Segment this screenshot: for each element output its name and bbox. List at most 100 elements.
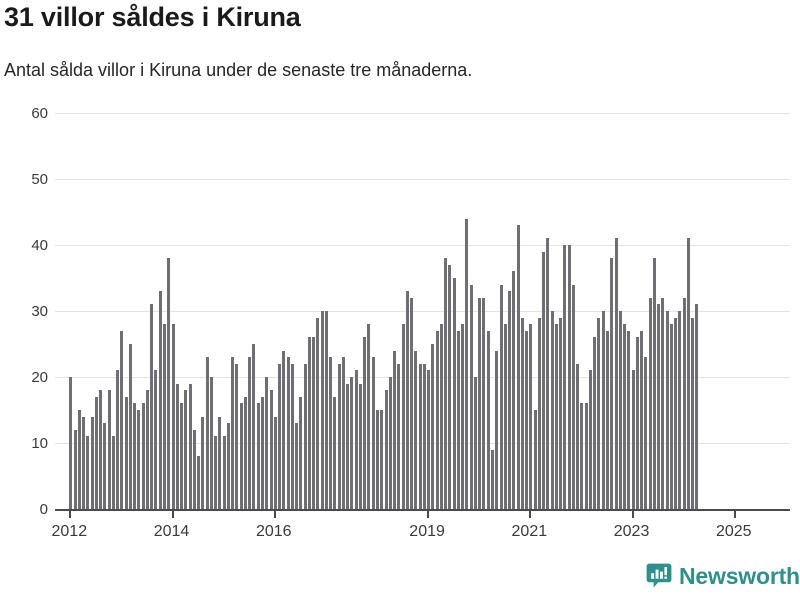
- bar[interactable]: [231, 357, 235, 509]
- bar[interactable]: [508, 291, 512, 509]
- bar[interactable]: [486, 330, 490, 509]
- bar[interactable]: [346, 383, 350, 509]
- bar[interactable]: [371, 357, 375, 509]
- bar[interactable]: [401, 324, 405, 509]
- bar[interactable]: [623, 324, 627, 509]
- bar[interactable]: [682, 297, 686, 509]
- bar[interactable]: [542, 251, 546, 509]
- bar[interactable]: [145, 390, 149, 509]
- bar[interactable]: [584, 403, 588, 509]
- bar[interactable]: [635, 337, 639, 509]
- bar[interactable]: [163, 324, 167, 509]
- bar[interactable]: [120, 330, 124, 509]
- bar[interactable]: [465, 218, 469, 509]
- bar[interactable]: [158, 291, 162, 509]
- bar[interactable]: [550, 311, 554, 509]
- bar[interactable]: [150, 304, 154, 509]
- bar[interactable]: [303, 363, 307, 509]
- bar[interactable]: [77, 410, 81, 509]
- bar[interactable]: [341, 357, 345, 509]
- bar[interactable]: [235, 363, 239, 509]
- bar[interactable]: [686, 238, 690, 509]
- bar[interactable]: [546, 238, 550, 509]
- bar[interactable]: [363, 337, 367, 509]
- bar[interactable]: [652, 258, 656, 509]
- bar[interactable]: [111, 436, 115, 509]
- newsworthy-logo[interactable]: Newsworthy: [646, 563, 800, 589]
- bar[interactable]: [444, 258, 448, 509]
- bar[interactable]: [154, 370, 158, 509]
- bar[interactable]: [320, 311, 324, 509]
- bar[interactable]: [559, 317, 563, 509]
- bar[interactable]: [448, 264, 452, 509]
- bar[interactable]: [482, 297, 486, 509]
- bar[interactable]: [618, 311, 622, 509]
- bar[interactable]: [180, 403, 184, 509]
- bar[interactable]: [648, 297, 652, 509]
- bar[interactable]: [380, 410, 384, 509]
- bar[interactable]: [605, 330, 609, 509]
- bar[interactable]: [222, 436, 226, 509]
- bar[interactable]: [324, 311, 328, 509]
- bar[interactable]: [669, 324, 673, 509]
- bar[interactable]: [427, 370, 431, 509]
- bar[interactable]: [418, 363, 422, 509]
- bar[interactable]: [248, 357, 252, 509]
- bar[interactable]: [567, 245, 571, 509]
- bar[interactable]: [337, 363, 341, 509]
- bar[interactable]: [384, 390, 388, 509]
- bar[interactable]: [103, 423, 107, 509]
- bar[interactable]: [197, 456, 201, 509]
- bar[interactable]: [243, 396, 247, 509]
- bar[interactable]: [124, 396, 128, 509]
- bar[interactable]: [691, 317, 695, 509]
- bar[interactable]: [316, 317, 320, 509]
- bar[interactable]: [226, 423, 230, 509]
- bar[interactable]: [329, 357, 333, 509]
- bar[interactable]: [661, 297, 665, 509]
- bar[interactable]: [537, 317, 541, 509]
- bar[interactable]: [128, 344, 132, 509]
- bar[interactable]: [209, 377, 213, 509]
- bar[interactable]: [99, 390, 103, 509]
- bar[interactable]: [214, 436, 218, 509]
- bar[interactable]: [529, 324, 533, 509]
- bar[interactable]: [94, 396, 98, 509]
- bar[interactable]: [367, 324, 371, 509]
- bar[interactable]: [588, 370, 592, 509]
- bar[interactable]: [260, 396, 264, 509]
- bar[interactable]: [520, 317, 524, 509]
- bar[interactable]: [571, 284, 575, 509]
- bar[interactable]: [265, 377, 269, 509]
- bar[interactable]: [82, 416, 86, 509]
- bar[interactable]: [290, 363, 294, 509]
- bar[interactable]: [137, 410, 141, 509]
- bar[interactable]: [593, 337, 597, 509]
- bar[interactable]: [307, 337, 311, 509]
- bar[interactable]: [410, 297, 414, 509]
- bar[interactable]: [133, 403, 137, 509]
- bar[interactable]: [431, 344, 435, 509]
- bar[interactable]: [525, 330, 529, 509]
- bar[interactable]: [435, 330, 439, 509]
- bar[interactable]: [422, 363, 426, 509]
- bar[interactable]: [614, 238, 618, 509]
- bar[interactable]: [397, 363, 401, 509]
- bar[interactable]: [580, 403, 584, 509]
- bar[interactable]: [282, 350, 286, 509]
- bar[interactable]: [239, 403, 243, 509]
- bar[interactable]: [439, 324, 443, 509]
- bar[interactable]: [171, 324, 175, 509]
- bar[interactable]: [299, 396, 303, 509]
- bar[interactable]: [644, 357, 648, 509]
- bar[interactable]: [516, 225, 520, 509]
- bar[interactable]: [201, 416, 205, 509]
- bar[interactable]: [333, 396, 337, 509]
- bar[interactable]: [610, 258, 614, 509]
- bar[interactable]: [503, 324, 507, 509]
- bar[interactable]: [627, 330, 631, 509]
- bar[interactable]: [414, 350, 418, 509]
- bar[interactable]: [405, 291, 409, 509]
- bar[interactable]: [73, 429, 77, 509]
- bar[interactable]: [141, 403, 145, 509]
